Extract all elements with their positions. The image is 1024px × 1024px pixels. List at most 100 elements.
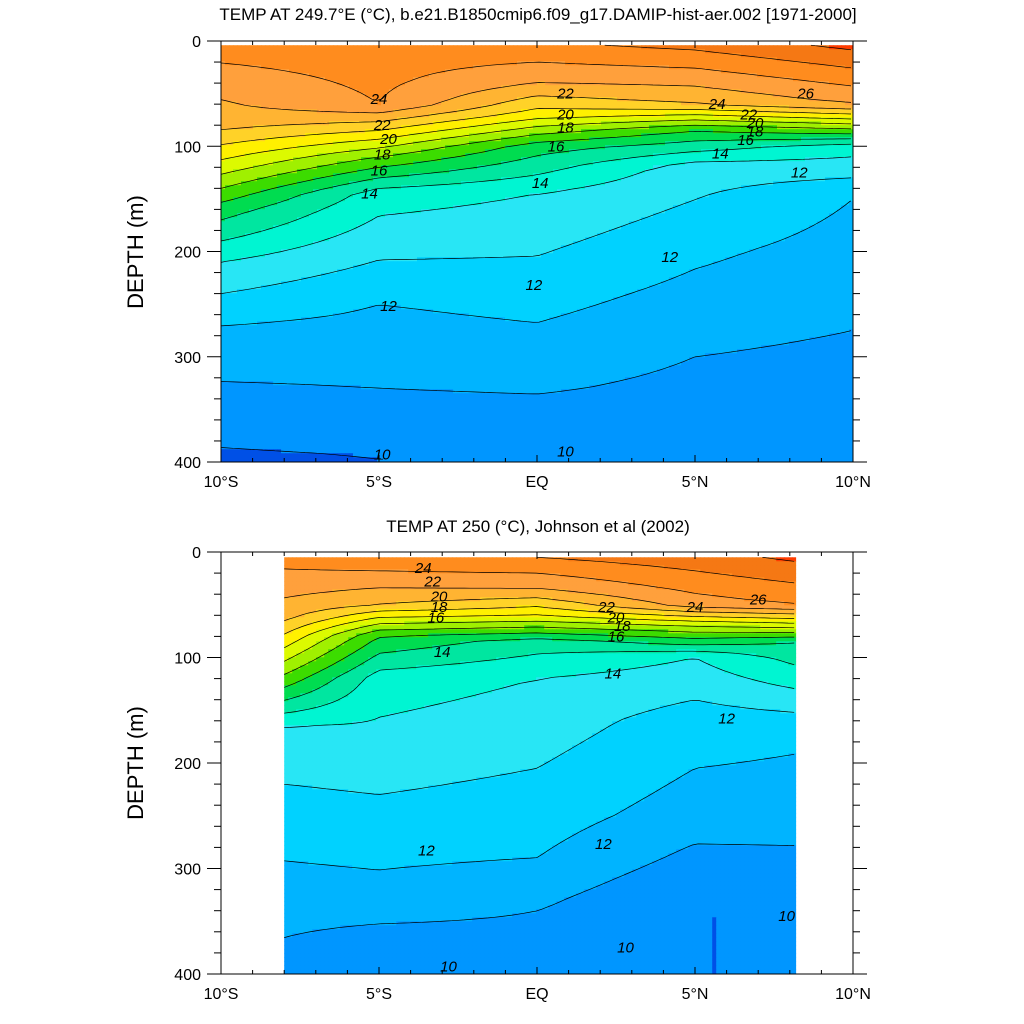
contour-cell xyxy=(421,85,426,90)
contour-cell xyxy=(337,117,342,122)
contour-cell xyxy=(729,97,734,102)
contour-cell xyxy=(473,141,478,146)
contour-cell xyxy=(641,145,646,150)
contour-cell xyxy=(309,113,314,118)
contour-cell xyxy=(321,145,326,150)
contour-cell xyxy=(813,133,818,138)
contour-cell xyxy=(805,61,810,66)
contour-cell xyxy=(753,77,758,82)
contour-cell xyxy=(309,93,314,98)
contour-cell xyxy=(549,93,554,98)
contour-cell xyxy=(337,145,342,150)
contour-cell xyxy=(533,121,538,126)
contour-cell xyxy=(809,165,814,170)
contour-cell xyxy=(713,65,718,70)
contour-cell xyxy=(229,105,234,110)
contour-cell xyxy=(745,85,750,90)
contour-cell xyxy=(845,61,850,66)
contour-cell xyxy=(237,121,242,126)
contour-cell xyxy=(597,169,602,174)
contour-cell xyxy=(533,53,538,58)
contour-cell xyxy=(577,145,582,150)
contour-cell xyxy=(701,57,706,62)
contour-cell xyxy=(585,133,590,138)
contour-cell xyxy=(509,53,514,58)
contour-cell xyxy=(665,89,670,94)
contour-cell xyxy=(465,149,470,154)
contour-cell xyxy=(537,137,542,142)
contour-cell xyxy=(757,101,762,106)
contour-cell xyxy=(637,69,642,74)
contour-cell xyxy=(565,49,570,54)
contour-cell xyxy=(621,81,626,86)
contour-cell xyxy=(509,45,514,50)
contour-cell xyxy=(517,105,522,110)
contour-cell xyxy=(317,53,322,58)
contour-cell xyxy=(689,77,694,82)
contour-cell xyxy=(421,97,426,102)
contour-cell xyxy=(605,109,610,114)
contour-cell xyxy=(297,117,302,122)
contour-cell xyxy=(261,61,266,66)
contour-cell xyxy=(249,149,254,154)
contour-cell xyxy=(429,45,434,50)
contour-cell xyxy=(273,113,278,118)
contour-cell xyxy=(577,133,582,138)
contour-cell xyxy=(753,49,758,54)
contour-cell xyxy=(609,101,614,106)
contour-cell xyxy=(345,61,350,66)
contour-cell xyxy=(269,81,274,86)
contour-cell xyxy=(349,69,354,74)
contour-cell xyxy=(261,121,266,126)
contour-cell xyxy=(773,97,778,102)
contour-cell xyxy=(541,161,546,166)
contour-cell xyxy=(485,145,490,150)
contour-cell xyxy=(309,65,314,70)
contour-cell xyxy=(677,113,682,118)
contour-cell xyxy=(581,125,586,129)
contour-cell xyxy=(289,53,294,58)
contour-cell xyxy=(337,105,342,110)
contour-cell xyxy=(517,57,522,62)
contour-cell xyxy=(373,49,378,54)
contour-cell xyxy=(297,165,302,170)
contour-cell xyxy=(229,117,234,122)
contour-cell xyxy=(849,69,853,74)
contour-cell xyxy=(605,149,610,154)
contour-cell xyxy=(249,121,254,126)
contour-cell xyxy=(529,149,534,154)
contour-cell xyxy=(633,81,638,86)
contour-cell xyxy=(681,61,686,66)
contour-cell xyxy=(333,61,338,66)
contour-cell xyxy=(757,81,762,86)
contour-cell xyxy=(273,129,278,134)
contour-cell xyxy=(601,69,606,74)
contour-cell xyxy=(533,77,538,82)
contour-cell xyxy=(665,69,670,74)
contour-cell xyxy=(337,89,342,94)
contour-cell xyxy=(457,49,462,54)
contour-cell xyxy=(353,113,358,118)
contour-cell xyxy=(489,97,494,102)
contour-cell xyxy=(673,73,678,78)
contour-cell xyxy=(265,137,270,142)
contour-cell xyxy=(393,121,398,126)
contour-cell xyxy=(517,53,522,58)
contour-cell xyxy=(285,157,290,162)
contour-cell xyxy=(797,73,802,78)
contour-cell xyxy=(413,157,418,162)
contour-cell xyxy=(493,105,498,110)
contour-cell xyxy=(253,121,258,126)
contour-cell xyxy=(581,77,586,82)
contour-cell xyxy=(457,113,462,118)
contour-cell xyxy=(681,105,686,110)
contour-cell xyxy=(645,109,650,114)
contour-cell xyxy=(525,53,530,58)
contour-cell xyxy=(293,61,298,66)
contour-cell xyxy=(809,129,814,134)
contour-cell xyxy=(753,161,758,166)
contour-cell xyxy=(697,85,702,90)
contour-cell xyxy=(837,149,842,154)
contour-cell xyxy=(421,117,426,122)
contour-cell xyxy=(541,137,546,142)
